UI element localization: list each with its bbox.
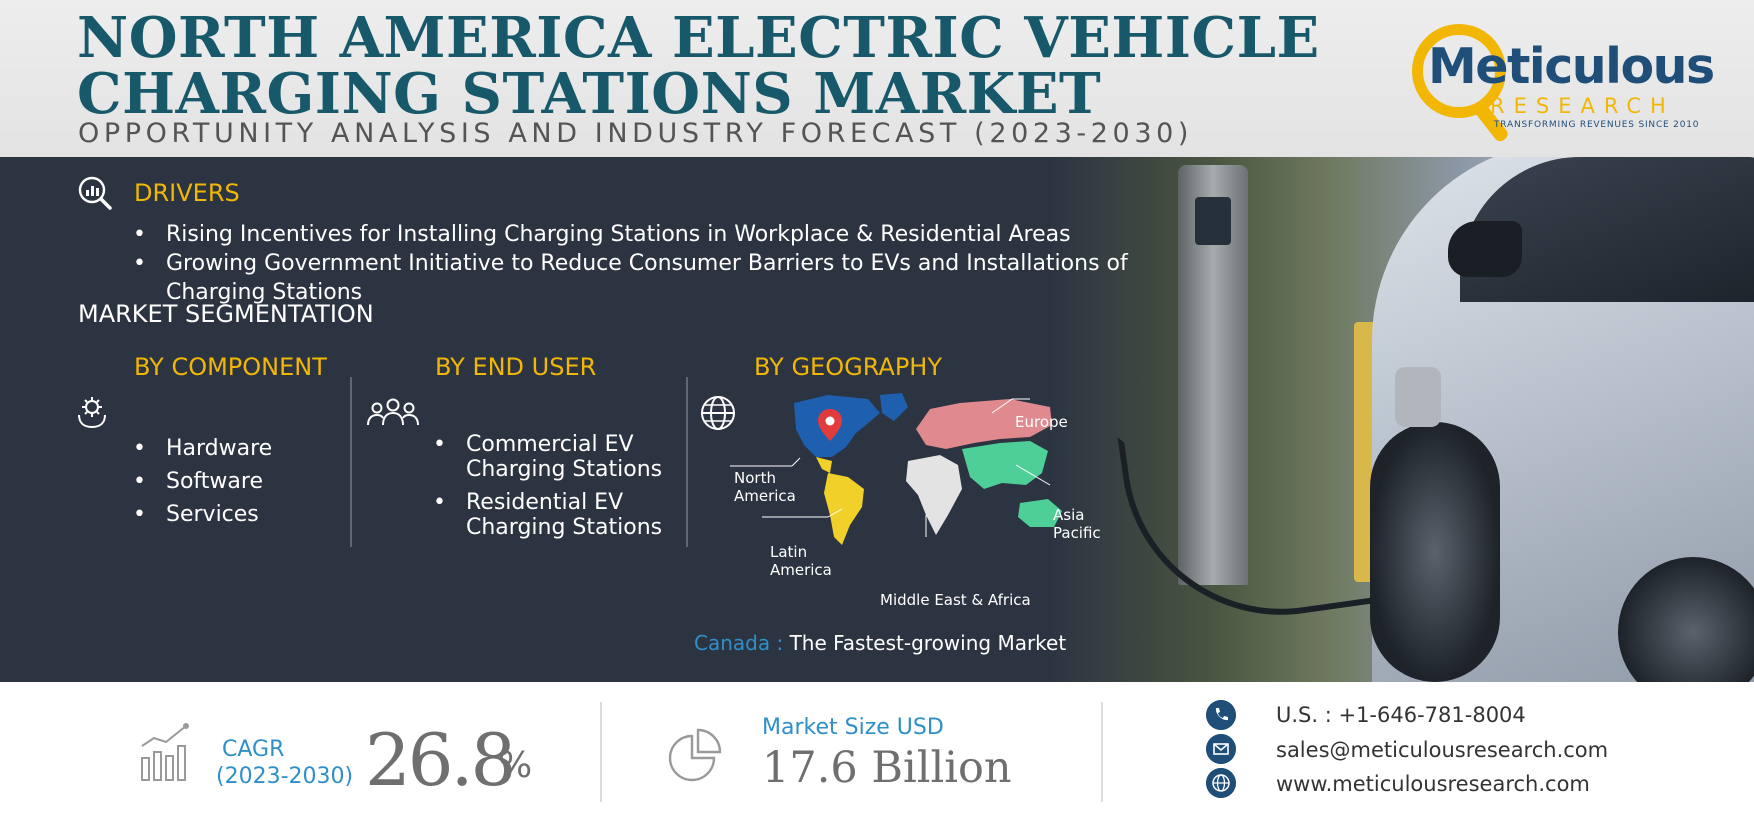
logo-magnifier-ring	[1412, 24, 1506, 118]
driver-item: Growing Government Initiative to Reduce …	[133, 249, 1163, 307]
geography-title: BY GEOGRAPHY	[754, 353, 942, 381]
phone-icon	[1206, 700, 1236, 730]
growth-chart-icon	[141, 723, 189, 781]
footer: CAGR (2023-2030) 26.8 % Market Size USD …	[0, 682, 1754, 822]
logo-sub: RESEARCH	[1490, 94, 1675, 118]
component-item: Hardware	[133, 432, 343, 465]
latin-america-region	[824, 473, 864, 545]
map-label-asia-pacific: Asia Pacific	[1053, 506, 1101, 542]
contact-email[interactable]: sales@meticulousresearch.com	[1276, 738, 1609, 762]
end-user-list: Commercial EV Charging Stations Resident…	[433, 432, 693, 548]
content-band: DRIVERS Rising Incentives for Installing…	[0, 157, 1754, 682]
end-user-title: BY END USER	[435, 353, 597, 381]
footer-divider	[1101, 702, 1103, 802]
cagr-value: 26.8	[365, 718, 516, 802]
charging-plug-image	[1395, 367, 1441, 427]
footer-divider	[600, 702, 602, 802]
segment-divider	[686, 377, 688, 547]
driver-item: Rising Incentives for Installing Chargin…	[133, 220, 1163, 249]
world-map	[730, 393, 1062, 545]
title-line-2: CHARGING STATIONS MARKET	[77, 61, 1102, 127]
page-subtitle: OPPORTUNITY ANALYSIS AND INDUSTRY FORECA…	[78, 118, 1194, 149]
market-size-value: 17.6 Billion	[762, 743, 1012, 793]
contact-phone[interactable]: U.S. : +1-646-781-8004	[1276, 703, 1526, 727]
component-item: Software	[133, 465, 343, 498]
australia-region	[1018, 499, 1062, 527]
market-size-label: Market Size USD	[762, 715, 944, 740]
map-label-mea: Middle East & Africa	[880, 591, 1031, 609]
end-user-item: Commercial EV Charging Stations	[433, 432, 693, 482]
title-line-1: NORTH AMERICA ELECTRIC VEHICLE	[77, 5, 1320, 71]
drivers-title: DRIVERS	[134, 179, 240, 207]
end-user-item: Residential EV Charging Stations	[433, 490, 693, 540]
greenland-region	[880, 393, 908, 421]
drivers-list: Rising Incentives for Installing Chargin…	[133, 220, 1163, 307]
logo-tagline: TRANSFORMING REVENUES SINCE 2010	[1494, 120, 1700, 130]
component-list: Hardware Software Services	[133, 432, 343, 531]
segment-divider	[350, 377, 352, 547]
cagr-label: CAGR (2023-2030)	[216, 737, 354, 789]
pie-chart-icon	[668, 728, 722, 782]
car-mirror-image	[1448, 221, 1522, 277]
fastest-growing-country: Canada :	[694, 631, 784, 655]
fastest-growing-callout: Canada : The Fastest-growing Market	[694, 631, 1066, 655]
contact-website[interactable]: www.meticulousresearch.com	[1276, 772, 1590, 796]
component-title: BY COMPONENT	[134, 353, 327, 381]
map-label-north-america: North America	[734, 469, 796, 505]
fastest-growing-text: The Fastest-growing Market	[789, 631, 1067, 655]
car-rear-wheel-image	[1618, 557, 1754, 682]
people-group-icon	[367, 398, 419, 426]
email-icon	[1206, 734, 1236, 764]
component-item: Services	[133, 498, 343, 531]
magnifier-chart-icon	[78, 176, 112, 210]
central-america-region	[816, 457, 832, 473]
charging-station-screen	[1195, 197, 1231, 245]
gear-hand-icon	[78, 397, 106, 429]
asia-pacific-region	[962, 441, 1048, 489]
logo-name: Meticulous	[1428, 38, 1715, 95]
company-logo: Meticulous RESEARCH TRANSFORMING REVENUE…	[1412, 20, 1715, 144]
header: NORTH AMERICA ELECTRIC VEHICLE CHARGING …	[0, 0, 1754, 157]
mea-region	[906, 455, 962, 535]
europe-region	[916, 399, 1052, 449]
segmentation-title: MARKET SEGMENTATION	[78, 300, 374, 328]
map-label-europe: Europe	[1015, 413, 1068, 431]
cagr-unit: %	[498, 745, 533, 786]
website-globe-icon	[1206, 768, 1236, 798]
map-label-latin-america: Latin America	[770, 543, 832, 579]
car-front-wheel-image	[1370, 422, 1500, 682]
page-title: NORTH AMERICA ELECTRIC VEHICLE CHARGING …	[77, 5, 1320, 127]
globe-icon	[701, 396, 735, 430]
